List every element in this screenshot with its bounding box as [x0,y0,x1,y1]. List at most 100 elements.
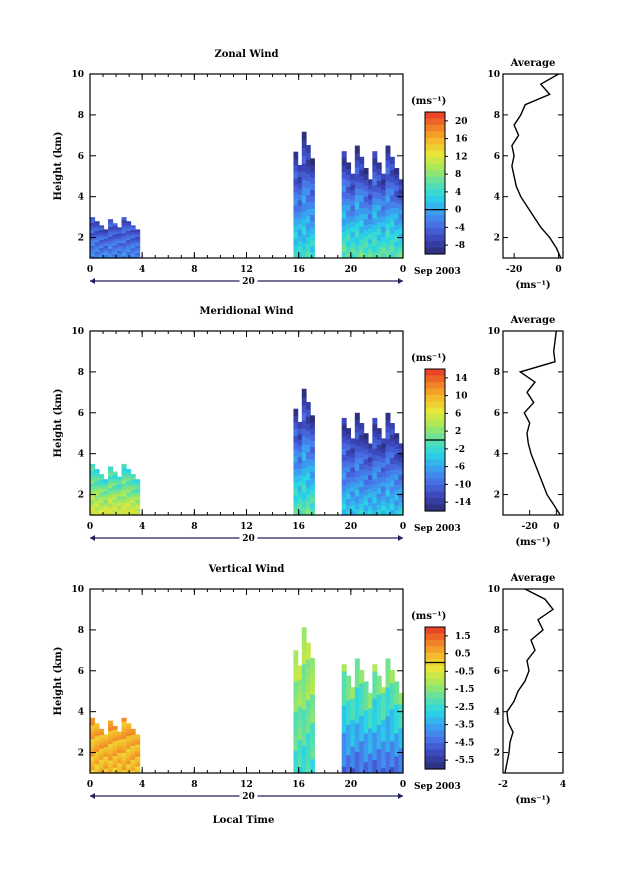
data-cell [346,192,352,199]
data-cell [117,231,123,234]
data-cell [341,671,347,679]
data-cell [372,436,378,443]
data-cell [359,503,365,510]
data-cell [121,738,127,743]
data-cell [99,235,105,239]
data-cell [394,168,400,175]
data-cell [341,177,347,186]
average-profile-line [504,588,555,774]
data-cell [398,692,404,699]
data-cell [385,470,391,478]
data-cell [112,729,118,733]
y-tick-label: 4 [78,708,84,718]
data-cell [99,241,105,245]
data-cell [126,477,132,482]
colorbar-segment [425,215,445,223]
x-tick-label: 0 [400,780,406,790]
data-cell [385,737,391,745]
data-cell [99,227,105,230]
data-cell [381,462,387,468]
data-cell [103,238,109,241]
data-cell [346,246,352,253]
data-cell [112,743,118,748]
data-cell [363,738,369,745]
data-cell [90,245,96,249]
data-cell [293,461,299,470]
data-cell [293,415,299,423]
data-cell [90,219,96,223]
data-cell [394,715,400,723]
average-title: Average [510,573,556,584]
data-cell [130,764,136,769]
data-cell [301,672,307,683]
data-cell [389,760,395,768]
data-cell [99,494,105,498]
data-cell [297,439,303,446]
data-cell [346,718,352,725]
data-cell [99,479,105,483]
data-cell [389,251,395,259]
data-cell [394,504,400,511]
y-tick-label: 4 [78,450,84,460]
data-cell [126,726,132,731]
data-cell [341,725,347,733]
data-cell [121,237,127,241]
data-cell [350,221,356,227]
data-cell [135,770,141,774]
data-cell [135,247,141,250]
data-cell [112,482,118,486]
data-cell [297,205,303,213]
data-cell [376,487,382,494]
data-cell [376,444,382,451]
data-cell [94,763,100,768]
data-cell [398,456,404,462]
colorbar-frame [424,111,446,255]
data-cell [363,474,369,480]
data-cell [99,229,105,233]
colorbar-segment [425,157,445,165]
data-cell [90,728,96,733]
data-cell [310,708,315,717]
data-cell [389,715,395,723]
data-cell [354,463,360,471]
data-cell [341,244,347,252]
data-cell [359,734,365,742]
data-cell [130,255,136,259]
average-y-tick-label: 4 [494,193,500,203]
colorbar-segment [425,698,445,706]
data-cell [341,711,347,720]
data-cell [293,757,299,766]
data-cell [359,695,365,703]
data-cell [354,665,360,674]
panel-title: Zonal Wind [214,49,278,60]
data-cell [376,240,382,247]
data-cell [94,471,100,476]
data-cell [90,242,96,246]
data-cell [94,738,100,743]
data-cell [376,216,382,223]
colorbar-segment [425,401,445,409]
data-cell [90,476,96,481]
panel-title: Meridional Wind [199,306,293,317]
data-cell [354,508,360,516]
data-cell [135,249,141,252]
data-cell [94,500,100,505]
data-cell [305,159,311,167]
data-cell [398,233,404,239]
data-cell [297,485,303,493]
data-cell [363,692,369,700]
data-cell [297,427,303,435]
data-cell [350,505,356,511]
data-cell [346,471,352,478]
data-cell [108,472,114,477]
data-cell [108,253,114,257]
data-cell [354,250,360,259]
data-cell [99,476,105,480]
data-cell [350,746,356,753]
data-cell [135,510,141,514]
data-cell [394,241,400,248]
data-cell [121,224,127,228]
data-cell [90,769,96,774]
x-tick-label: 12 [240,265,253,275]
